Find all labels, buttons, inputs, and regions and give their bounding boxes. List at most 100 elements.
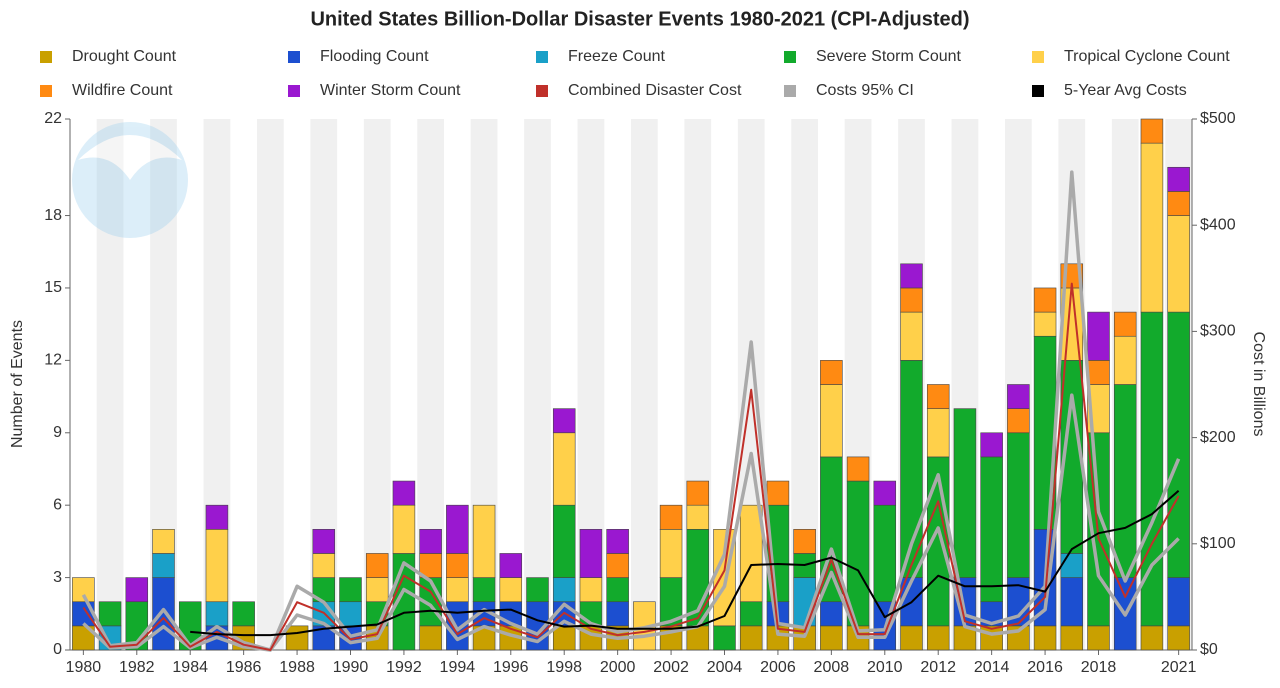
bar-segment xyxy=(125,577,149,603)
bar-segment xyxy=(739,625,763,651)
bar-segment xyxy=(312,553,336,578)
bar-segment xyxy=(900,311,923,361)
bar-segment xyxy=(579,529,603,578)
x-tick-label: 1982 xyxy=(119,659,155,676)
x-tick-label: 2004 xyxy=(707,659,743,676)
bar-segment xyxy=(713,625,736,651)
bar-segment xyxy=(552,432,576,506)
bar-segment xyxy=(980,432,1003,458)
y2-tick-label: $0 xyxy=(1200,641,1218,658)
x-tick-label: 1980 xyxy=(66,659,102,676)
bar-segment xyxy=(686,480,710,506)
bar-segment xyxy=(446,577,469,603)
x-tick-label: 2010 xyxy=(867,659,903,676)
bar-segment xyxy=(846,456,870,482)
bar-segment xyxy=(419,529,442,554)
x-tick-label: 2012 xyxy=(920,659,956,676)
bar-segment xyxy=(72,601,95,627)
bar-segment xyxy=(900,263,923,289)
bar-segment xyxy=(1060,577,1084,627)
x-tick-label: 1996 xyxy=(493,659,529,676)
x-tick-label: 2000 xyxy=(600,659,636,676)
bar-segment xyxy=(926,625,950,651)
year-band xyxy=(96,119,124,650)
x-tick-label: 1992 xyxy=(386,659,422,676)
bar-segment xyxy=(552,577,576,603)
bar-segment xyxy=(1060,553,1084,578)
bar-segment xyxy=(1087,360,1110,385)
legend-label: Winter Storm Count xyxy=(320,82,461,99)
bar-segment xyxy=(1167,166,1190,192)
x-tick-label: 1986 xyxy=(226,659,262,676)
bar-segment xyxy=(98,601,122,627)
bar-segment xyxy=(980,456,1003,603)
bar-segment xyxy=(1113,384,1137,578)
legend-label: Wildfire Count xyxy=(72,82,173,99)
cost-line xyxy=(82,282,1180,651)
bar-segment xyxy=(499,553,523,578)
bar-segment xyxy=(1087,625,1110,651)
legend-label: Severe Storm Count xyxy=(816,48,962,65)
bar-segment xyxy=(446,553,469,578)
y-axis-title: Number of Events xyxy=(9,320,26,448)
bar-segment xyxy=(499,577,523,603)
noaa-logo xyxy=(72,122,188,238)
x-tick-label: 2006 xyxy=(760,659,796,676)
bar-segment xyxy=(820,384,843,458)
y-tick-label: 18 xyxy=(44,207,62,224)
legend-swatch xyxy=(784,51,796,63)
legend-swatch xyxy=(288,85,300,97)
legend-swatch xyxy=(40,85,52,97)
year-band xyxy=(631,119,658,650)
bar-segment xyxy=(552,408,576,434)
y-tick-label: 3 xyxy=(53,569,62,586)
bar-segment xyxy=(1033,287,1057,313)
bar-segment xyxy=(1033,625,1057,651)
y-tick-label: 0 xyxy=(53,641,62,658)
bar-segment xyxy=(552,625,576,651)
x-tick-label: 2016 xyxy=(1027,659,1063,676)
bar-segment xyxy=(873,504,897,603)
bar-segment xyxy=(205,504,229,530)
bar-segment xyxy=(232,601,255,627)
bar-segment xyxy=(606,577,629,603)
bar-segment xyxy=(392,480,416,506)
x-tick-label: 1984 xyxy=(172,659,208,676)
bar-segment xyxy=(1167,625,1190,651)
bar-segment xyxy=(606,553,629,578)
bar-segment xyxy=(1113,311,1137,337)
bar-segment xyxy=(1007,384,1030,409)
bar-segment xyxy=(820,601,843,627)
bar-segment xyxy=(1167,577,1190,627)
bar-segment xyxy=(152,529,175,554)
x-tick-label: 2002 xyxy=(653,659,689,676)
year-band xyxy=(524,119,551,650)
legend-label: Costs 95% CI xyxy=(816,82,914,99)
bar-segment xyxy=(1167,191,1190,216)
legend-swatch xyxy=(784,85,796,97)
y2-tick-label: $200 xyxy=(1200,429,1236,446)
bar-segment xyxy=(1140,625,1164,651)
legend-swatch xyxy=(1032,51,1044,63)
y2-tick-label: $400 xyxy=(1200,216,1236,233)
bar-segment xyxy=(152,553,175,578)
legend-swatch xyxy=(40,51,52,63)
bar-segment xyxy=(900,625,923,651)
y-tick-label: 12 xyxy=(44,352,62,369)
legend-label: Drought Count xyxy=(72,48,177,65)
bar-segment xyxy=(285,625,309,651)
y2-tick-label: $500 xyxy=(1200,110,1236,127)
y-tick-label: 15 xyxy=(44,279,62,296)
bar-segment xyxy=(1033,311,1057,337)
legend-label: Flooding Count xyxy=(320,48,429,65)
x-tick-label: 1990 xyxy=(333,659,369,676)
bar-segment xyxy=(72,577,95,603)
x-tick-label: 2014 xyxy=(974,659,1010,676)
bar-segment xyxy=(1060,625,1084,651)
bar-segment xyxy=(1140,142,1164,313)
legend-swatch xyxy=(288,51,300,63)
bar-segment xyxy=(659,504,683,530)
bar-segment xyxy=(1087,311,1110,361)
bar-segment xyxy=(1007,408,1030,434)
